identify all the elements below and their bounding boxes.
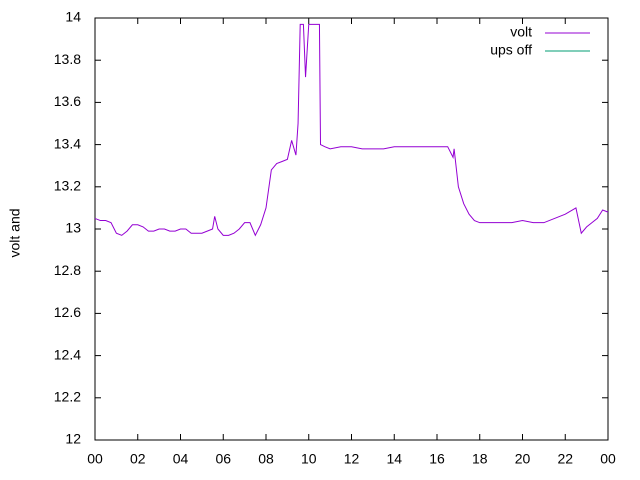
x-tick-label: 12	[344, 451, 360, 467]
x-tick-label: 06	[215, 451, 231, 467]
x-tick-label: 00	[87, 451, 103, 467]
x-tick-label: 14	[386, 451, 402, 467]
y-tick-label: 13	[65, 220, 81, 236]
x-tick-label: 18	[472, 451, 488, 467]
x-tick-label: 02	[130, 451, 146, 467]
y-tick-label: 12.2	[54, 389, 81, 405]
y-axis-label: volt and	[7, 208, 23, 257]
x-tick-label: 22	[557, 451, 573, 467]
y-tick-label: 13.8	[54, 51, 81, 67]
y-tick-label: 12	[65, 431, 81, 447]
y-tick-label: 13.4	[54, 135, 81, 151]
y-tick-label: 12.8	[54, 262, 81, 278]
legend-label: ups off	[490, 42, 532, 58]
x-tick-label: 16	[429, 451, 445, 467]
x-tick-label: 08	[258, 451, 274, 467]
y-tick-label: 14	[65, 9, 81, 25]
y-tick-label: 13.2	[54, 178, 81, 194]
x-tick-label: 04	[173, 451, 189, 467]
legend-label: volt	[510, 24, 532, 40]
y-tick-label: 12.4	[54, 346, 81, 362]
x-tick-label: 00	[600, 451, 616, 467]
x-tick-label: 20	[515, 451, 531, 467]
y-tick-label: 12.6	[54, 304, 81, 320]
line-series	[94, 23, 609, 237]
x-tick-label: 10	[301, 451, 317, 467]
y-tick-label: 13.6	[54, 93, 81, 109]
plot-border	[94, 17, 609, 441]
